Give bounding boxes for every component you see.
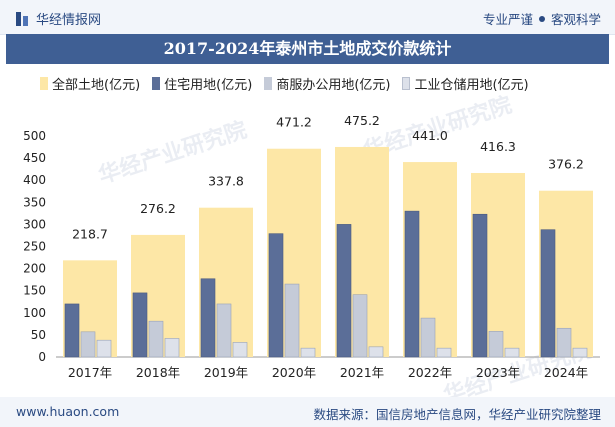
bar-residential [64, 303, 80, 358]
bar-logo-icon [16, 11, 30, 26]
legend-item-total: 全部土地(亿元) [40, 74, 140, 93]
y-tick-label: 300 [23, 217, 46, 231]
y-tick-label: 150 [23, 284, 46, 298]
bar-residential [404, 210, 420, 358]
bar-industrial [300, 347, 316, 358]
data-label-total: 276.2 [140, 201, 176, 216]
legend-item-industrial: 工业仓储用地(亿元) [402, 74, 529, 93]
x-tick-label: 2023年 [476, 365, 520, 380]
bar-industrial [572, 347, 588, 358]
data-label-total: 218.7 [72, 226, 108, 241]
bar-residential [472, 213, 488, 358]
bar-industrial [96, 339, 112, 358]
bar-chart: 0 50 100 150 200 250 300 350 400 450 500 218.7 2017年… [23, 113, 600, 380]
legend-label-residential: 住宅用地(亿元) [164, 78, 253, 93]
bar-commercial [148, 320, 164, 358]
bar-industrial [504, 347, 520, 358]
legend-label-total: 全部土地(亿元) [52, 78, 141, 93]
x-tick-label: 2024年 [544, 365, 588, 380]
data-label-total: 416.3 [480, 139, 516, 154]
bar-commercial [556, 327, 572, 358]
data-label-total: 441.0 [412, 128, 448, 143]
y-tick-label: 0 [38, 350, 46, 364]
y-tick-label: 250 [23, 240, 46, 254]
footer-bar: www.huaon.com 数据来源：国信房地产信息网，华经产业研究院整理 [0, 397, 615, 427]
y-tick-label: 350 [23, 195, 46, 209]
chart-title: 2017-2024年泰州市土地成交价款统计 [6, 34, 609, 64]
bar-commercial [352, 294, 368, 358]
x-tick-label: 2022年 [408, 365, 452, 380]
y-tick-label: 500 [23, 129, 46, 143]
legend-swatch-commercial [264, 77, 273, 90]
footer-url[interactable]: www.huaon.com [16, 404, 120, 419]
legend-item-residential: 住宅用地(亿元) [152, 74, 252, 93]
bar-residential [540, 229, 556, 358]
bar-industrial [436, 347, 452, 358]
legend-item-commercial: 商服办公用地(亿元) [264, 74, 390, 93]
bar-commercial [216, 303, 232, 358]
data-label-total: 471.2 [276, 115, 312, 130]
bar-industrial [232, 342, 248, 358]
y-tick-label: 50 [31, 328, 46, 342]
bar-residential [268, 233, 284, 358]
legend-label-commercial: 商服办公用地(亿元) [276, 78, 391, 93]
brand[interactable]: 华经情报网 [16, 9, 101, 28]
legend-swatch-residential [152, 77, 161, 90]
tagline: 专业严谨 客观科学 [483, 9, 601, 28]
bar-residential [132, 292, 148, 358]
bar-commercial [488, 331, 504, 358]
tagline-right: 客观科学 [550, 12, 601, 27]
x-tick-label: 2020年 [272, 365, 316, 380]
data-label-total: 475.2 [344, 113, 380, 128]
x-tick-label: 2018年 [136, 365, 180, 380]
bar-residential [336, 224, 352, 358]
y-tick-label: 100 [23, 306, 46, 320]
legend: 全部土地(亿元) 住宅用地(亿元) 商服办公用地(亿元) 工业仓储用地(亿元) [40, 74, 529, 93]
bar-residential [200, 278, 216, 358]
data-label-total: 376.2 [548, 157, 584, 172]
y-tick-label: 450 [23, 151, 46, 165]
y-tick-label: 200 [23, 262, 46, 276]
brand-name: 华经情报网 [36, 13, 102, 28]
bar-industrial [164, 338, 180, 358]
legend-label-industrial: 工业仓储用地(亿元) [414, 78, 529, 93]
legend-swatch-industrial [402, 77, 411, 90]
footer-source: 数据来源：国信房地产信息网，华经产业研究院整理 [313, 407, 601, 422]
bar-commercial [284, 283, 300, 358]
x-tick-label: 2021年 [340, 365, 384, 380]
legend-swatch-total [40, 77, 48, 90]
dot-icon [538, 15, 545, 22]
x-tick-label: 2019年 [204, 365, 248, 380]
x-tick-label: 2017年 [68, 365, 112, 380]
data-label-total: 337.8 [208, 174, 244, 189]
y-tick-label: 400 [23, 173, 46, 187]
tagline-left: 专业严谨 [482, 12, 533, 27]
bar-commercial [80, 331, 96, 358]
bar-industrial [368, 346, 384, 358]
bar-commercial [420, 317, 436, 358]
